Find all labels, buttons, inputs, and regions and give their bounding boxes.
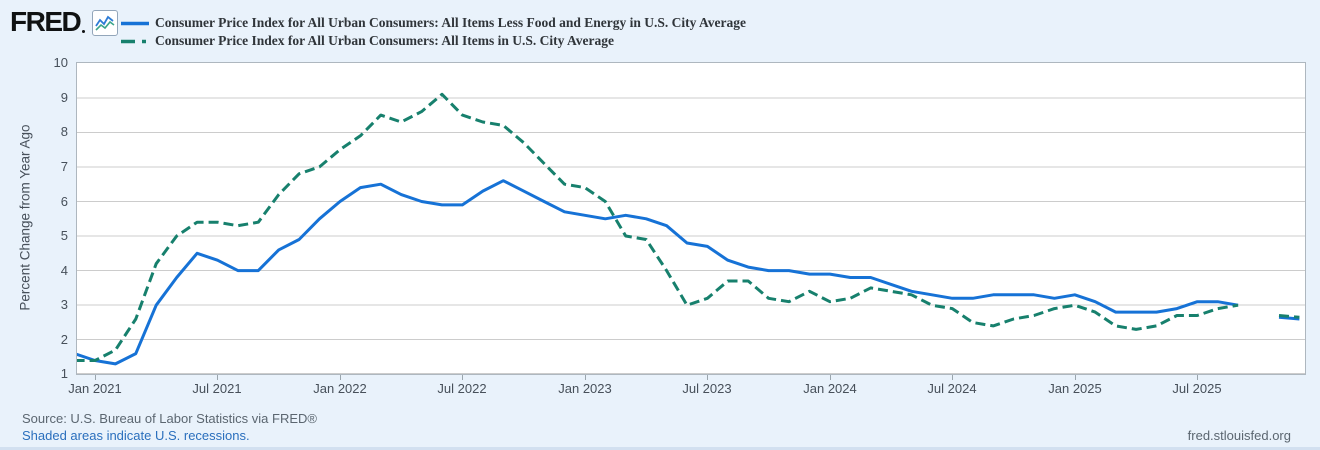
- x-tick-mark: [1197, 375, 1198, 380]
- legend-label-core-cpi: Consumer Price Index for All Urban Consu…: [155, 15, 747, 30]
- x-tick-mark: [217, 375, 218, 380]
- series-line-solid: [1278, 315, 1300, 321]
- y-tick-label: 9: [60, 89, 68, 105]
- bottom-edge: [0, 447, 1320, 450]
- x-tick-label: Jan 2022: [313, 381, 367, 396]
- x-tick-label: Jan 2024: [803, 381, 857, 396]
- legend-label-all-items-cpi: Consumer Price Index for All Urban Consu…: [155, 33, 614, 48]
- y-tick-label: 1: [60, 366, 68, 382]
- legend-item-core-cpi: Consumer Price Index for All Urban Consu…: [121, 14, 746, 32]
- x-tick-label: Jul 2023: [682, 381, 732, 396]
- series-line-solid: [77, 179, 1239, 366]
- series-line-dashed: [1278, 314, 1300, 319]
- recessions-link[interactable]: Shaded areas indicate U.S. recessions.: [22, 428, 250, 443]
- x-tick-mark: [1075, 375, 1076, 380]
- plot-area[interactable]: [76, 62, 1306, 375]
- x-tick-label: Jul 2025: [1172, 381, 1222, 396]
- fred-logo-text: FRED: [10, 6, 82, 37]
- x-tick-label: Jan 2025: [1048, 381, 1102, 396]
- y-tick-label: 4: [60, 262, 68, 278]
- x-tick-label: Jul 2021: [192, 381, 242, 396]
- x-tick-label: Jan 2023: [558, 381, 612, 396]
- legend-item-all-items-cpi: Consumer Price Index for All Urban Consu…: [121, 32, 614, 50]
- line-chart-icon: [92, 10, 118, 36]
- plot-svg: [77, 92, 1305, 374]
- source-note: Source: U.S. Bureau of Labor Statistics …: [22, 411, 317, 426]
- x-tick-mark: [952, 375, 953, 380]
- x-tick-mark: [585, 375, 586, 380]
- y-tick-label: 10: [53, 55, 68, 71]
- x-tick-mark: [340, 375, 341, 380]
- y-tick-label: 6: [60, 193, 68, 209]
- x-tick-mark: [830, 375, 831, 380]
- fred-logo[interactable]: FRED: [10, 6, 86, 38]
- legend-solid-line-icon: [121, 21, 149, 25]
- legend-dashed-line-icon: [121, 39, 149, 43]
- x-tick-mark: [95, 375, 96, 380]
- fred-logo-dot: [82, 30, 86, 33]
- x-tick-mark: [707, 375, 708, 380]
- series-line-dashed: [77, 92, 1239, 362]
- x-tick-mark: [462, 375, 463, 380]
- fred-site-link[interactable]: fred.stlouisfed.org: [1187, 428, 1291, 443]
- y-tick-label: 5: [60, 228, 68, 243]
- x-tick-label: Jul 2024: [927, 381, 977, 396]
- y-tick-label: 2: [60, 331, 68, 347]
- x-tick-label: Jul 2022: [437, 381, 487, 396]
- y-tick-label: 8: [60, 124, 68, 140]
- y-tick-label: 7: [60, 158, 68, 174]
- y-tick-label: 3: [60, 297, 68, 313]
- x-tick-label: Jan 2021: [68, 381, 122, 396]
